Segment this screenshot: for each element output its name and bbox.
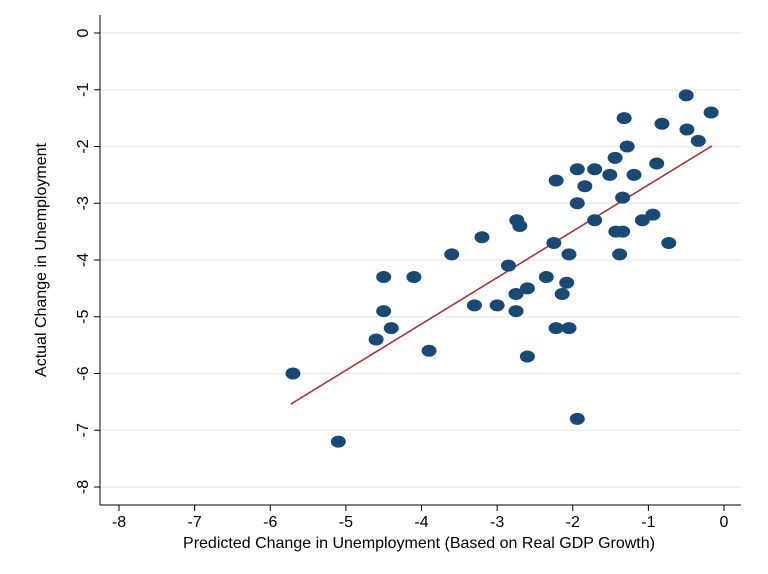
data-point [615,225,631,238]
data-point [634,214,650,227]
data-point [602,168,618,181]
data-point [500,259,516,272]
y-tick-label: -6 [75,366,92,380]
data-point [548,322,564,335]
data-point [406,271,422,284]
data-point [512,219,528,232]
data-point [587,214,603,227]
x-tick-label: -8 [112,514,126,531]
data-point [508,305,524,318]
gridlines [100,32,741,488]
data-point [368,333,384,346]
x-tick-label: -4 [414,514,428,531]
data-point [466,299,482,312]
data-point [626,168,642,181]
x-tick-label: -1 [641,514,655,531]
axes: 0 -1 -2 -3 -4 -5 -6 -7 -8 -8 -7 -6 -5 -4 -3 -2 -1 0 [75,15,741,531]
x-axis-label: Predicted Change in Unemployment (Based … [183,535,655,552]
data-point [577,180,593,193]
y-tick-label: -4 [75,253,92,267]
data-point [569,197,585,210]
data-point [538,271,554,284]
y-tick-label: -5 [75,310,92,324]
data-point [546,236,562,249]
data-point [561,248,577,261]
data-point [383,322,399,335]
data-point [619,140,635,153]
y-tick-label: -1 [75,83,92,97]
data-point [569,412,585,425]
y-tick-label: 0 [75,28,92,37]
y-tick-label: -8 [75,480,92,494]
data-point [690,134,706,147]
fit-line [290,145,713,405]
data-point [554,288,570,301]
y-tick-label: -7 [75,423,92,437]
data-point [444,248,460,261]
data-point [519,282,535,295]
x-tick-label: -2 [566,514,580,531]
data-point [508,288,524,301]
data-point [519,350,535,363]
data-point [561,322,577,335]
data-point [474,231,490,244]
y-tick-label: -2 [75,139,92,153]
data-point [679,123,695,136]
data-point [612,248,628,261]
x-tick-label: -3 [490,514,504,531]
data-point [376,305,392,318]
fit-line-group [290,145,713,405]
data-point [678,89,694,102]
data-point [559,276,575,289]
points-group [285,89,719,448]
data-point [548,174,564,187]
data-point [615,191,631,204]
data-point [703,106,719,119]
x-tick-label: -5 [339,514,353,531]
data-point [661,236,677,249]
data-point [285,367,301,380]
data-point [616,112,632,125]
x-tick-label: -6 [263,514,277,531]
x-tick-label: -7 [188,514,202,531]
y-axis-label: Actual Change in Unemployment [33,142,50,376]
data-point [376,271,392,284]
data-point [587,163,603,176]
data-point [645,208,661,221]
data-point [654,117,670,130]
data-point [649,157,665,170]
data-point [489,299,505,312]
data-point [330,435,346,448]
data-point [421,344,437,357]
data-point [569,163,585,176]
x-tick-label: 0 [720,514,729,531]
y-tick-label: -3 [75,196,92,210]
data-point [607,151,623,164]
